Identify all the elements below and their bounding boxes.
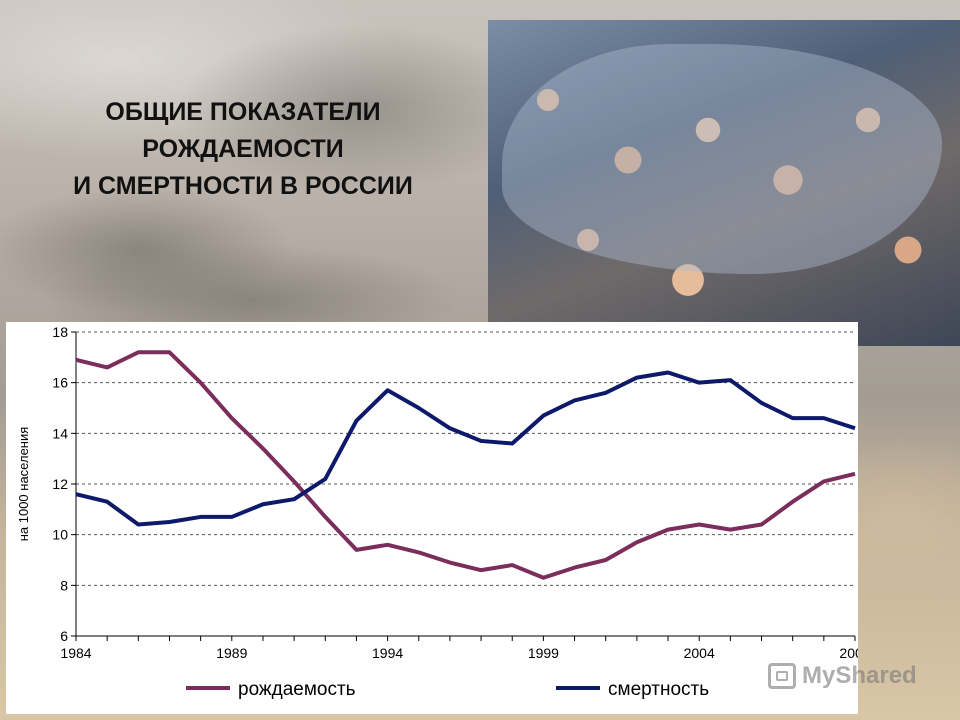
y-tick-label: 8 — [60, 577, 68, 593]
x-tick-label: 1999 — [528, 645, 559, 661]
title-line-2: РОЖДАЕМОСТИ — [142, 135, 344, 163]
x-tick-label: 1994 — [372, 645, 403, 661]
watermark: MyShared — [768, 656, 938, 696]
y-tick-label: 10 — [52, 527, 68, 543]
watermark-text: MyShared — [802, 662, 917, 689]
legend-label: рождаемость — [238, 679, 356, 700]
y-tick-label: 12 — [52, 476, 68, 492]
y-axis-label: на 1000 населения — [16, 427, 31, 542]
x-tick-label: 1984 — [60, 645, 91, 661]
presentation-icon — [768, 663, 796, 689]
russia-map-overlay — [502, 44, 942, 274]
title-line-3: И СМЕРТНОСТИ В РОССИИ — [73, 172, 413, 200]
y-tick-label: 14 — [52, 425, 68, 441]
y-tick-label: 16 — [52, 375, 68, 391]
line-chart: 6 8 10 12 14 16 18 1984 1989 1994 1999 2004 2009 на 1… — [6, 322, 858, 714]
crowd-photo — [488, 20, 960, 346]
chart-canvas: 6 8 10 12 14 16 18 1984 1989 1994 1999 2004 2009 на 1… — [16, 324, 858, 700]
x-tick-label: 1989 — [216, 645, 247, 661]
slide-title: ОБЩИЕ ПОКАЗАТЕЛИ РОЖДАЕМОСТИ И СМЕРТНОСТ… — [10, 94, 476, 205]
series-line-death-rate — [75, 370, 856, 527]
y-tick-label: 18 — [52, 324, 68, 340]
x-tick-label: 2004 — [684, 645, 715, 661]
legend-label: смертность — [608, 679, 709, 700]
y-tick-label: 6 — [60, 628, 68, 644]
title-line-1: ОБЩИЕ ПОКАЗАТЕЛИ — [105, 98, 381, 126]
x-tick-label: 2009 — [839, 645, 858, 661]
series-line-birth-rate — [75, 350, 856, 580]
